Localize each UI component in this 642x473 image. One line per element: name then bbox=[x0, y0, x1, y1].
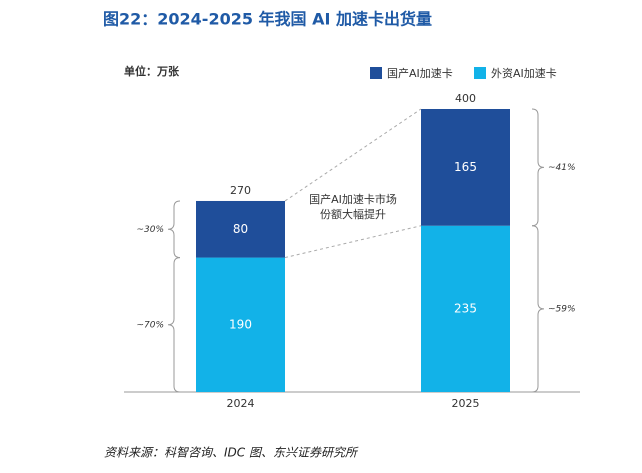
brace bbox=[167, 200, 181, 259]
brace bbox=[531, 108, 545, 227]
annotation: 国产AI加速卡市场 bbox=[309, 192, 397, 206]
bar-value-label: 165 bbox=[454, 160, 477, 174]
brace bbox=[531, 225, 545, 393]
share-label: ~70% bbox=[136, 320, 164, 330]
connector bbox=[284, 108, 422, 202]
unit-label: 单位：万张 bbox=[124, 64, 180, 78]
total-label: 270 bbox=[230, 184, 251, 197]
legend-swatch bbox=[474, 67, 486, 79]
x-tick-label: 2025 bbox=[452, 397, 480, 410]
connector bbox=[284, 225, 422, 259]
annotation: 份额大幅提升 bbox=[320, 207, 386, 221]
bar-segment bbox=[196, 200, 285, 258]
bar-value-label: 235 bbox=[454, 301, 477, 315]
legend-label: 外资AI加速卡 bbox=[491, 67, 557, 80]
bar-segment bbox=[196, 257, 285, 392]
source: 资料来源：科智咨询、IDC 图、东兴证券研究所 bbox=[104, 446, 359, 460]
total-label: 400 bbox=[455, 92, 476, 105]
legend-swatch bbox=[370, 67, 382, 79]
share-label: ~59% bbox=[548, 304, 576, 314]
bar-segment bbox=[421, 225, 510, 392]
bar-segment bbox=[421, 109, 510, 226]
bar-value-label: 190 bbox=[229, 317, 252, 331]
bar-value-label: 80 bbox=[233, 222, 248, 236]
brace bbox=[167, 257, 181, 393]
chart-title: 图22：2024-2025 年我国 AI 加速卡出货量 bbox=[103, 10, 432, 29]
share-label: ~41% bbox=[548, 163, 576, 173]
share-label: ~30% bbox=[136, 225, 164, 235]
x-tick-label: 2024 bbox=[227, 397, 255, 410]
legend-label: 国产AI加速卡 bbox=[387, 66, 453, 80]
